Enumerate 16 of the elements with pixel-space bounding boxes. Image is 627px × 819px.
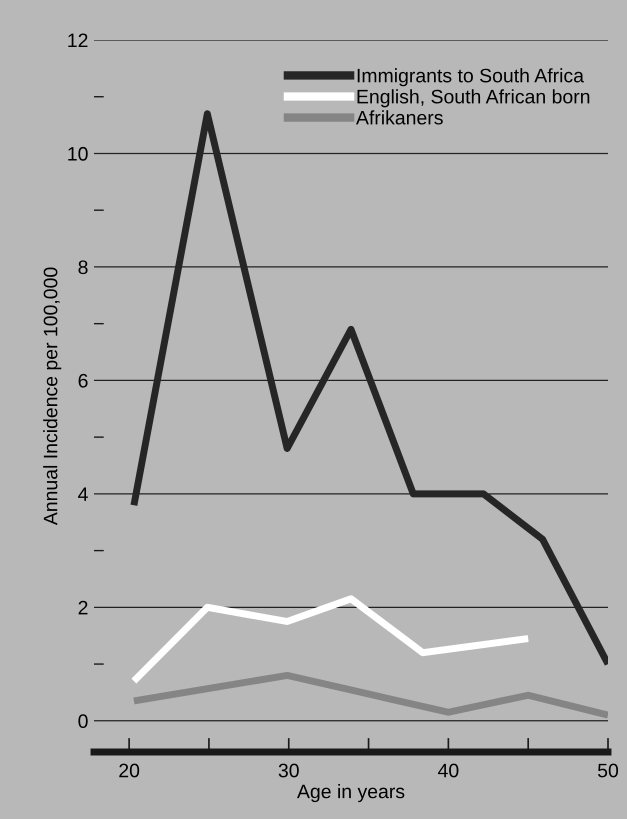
y-tick-label: 8: [78, 260, 88, 274]
y-tick-label: 6: [78, 374, 88, 388]
y-tick-label: 12: [68, 33, 88, 48]
x-tick-label: 30: [278, 764, 299, 778]
y-tick-label: 10: [68, 146, 88, 161]
legend-label: Afrikaners: [356, 110, 443, 125]
y-axis-title: Annual Incidence per 100,000: [43, 268, 62, 526]
legend-label: English, South African born: [358, 89, 590, 108]
y-tick-label: 0: [78, 714, 88, 728]
x-tick-label: 40: [438, 764, 458, 778]
legend-label: Immigrants to South Africa: [358, 68, 584, 86]
x-tick-label: 50: [598, 764, 618, 778]
x-tick-label: 20: [119, 764, 140, 778]
y-tick-label: 4: [78, 488, 88, 501]
y-tick-label: 2: [78, 600, 88, 614]
x-axis-title: Age in years: [297, 784, 404, 802]
